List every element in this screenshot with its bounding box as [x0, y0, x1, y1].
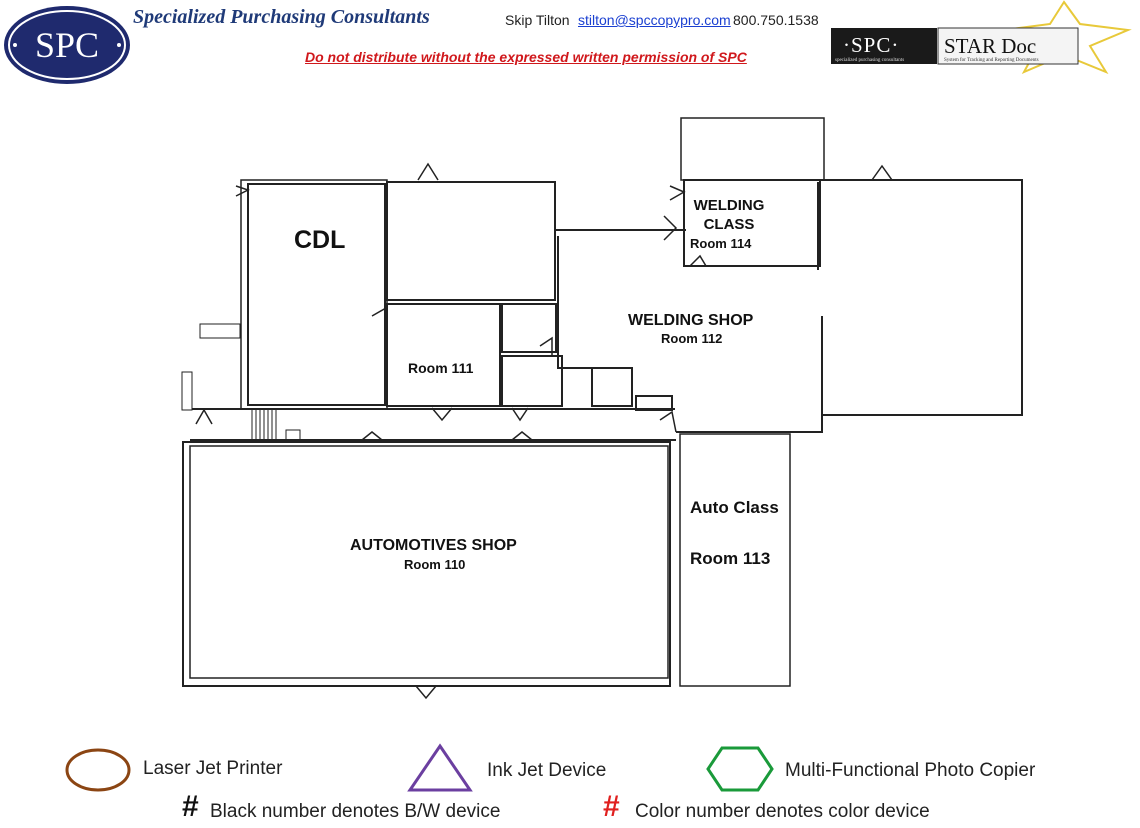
spc-logo: SPC	[4, 6, 130, 84]
contact-phone: 800.750.1538	[733, 12, 819, 28]
wall-cdl	[247, 183, 386, 406]
wall-upper-middle	[386, 181, 556, 301]
wall-small-room-a	[501, 303, 557, 353]
laser-jet-symbol	[65, 748, 131, 792]
black-hash-icon: #	[182, 790, 199, 823]
wall-automotives-shop	[182, 441, 671, 687]
ink-jet-symbol	[407, 743, 473, 792]
wall-automotives-inner	[189, 445, 669, 679]
star-logo-spc: ·SPC·	[843, 33, 900, 57]
legend-ink-jet: Ink Jet Device	[487, 760, 607, 781]
door-marks	[195, 162, 893, 700]
wall-small-room-d	[635, 395, 673, 411]
room-label-welding-class: WELDING CLASS	[693, 197, 765, 233]
red-hash-icon: #	[603, 790, 620, 823]
room-label-cdl: CDL	[294, 226, 346, 254]
wall-side-entry	[199, 323, 241, 339]
svg-text:SPC: SPC	[35, 25, 99, 65]
room-label-auto-class: Auto Class	[690, 498, 779, 517]
wall-small-box	[285, 429, 301, 441]
contact-name: Skip Tilton	[505, 12, 570, 28]
room-number-automotives-shop: Room 110	[404, 557, 466, 572]
header: SPC Specialized Purchasing Consultants S…	[0, 0, 1140, 90]
wall-small-room-c	[591, 367, 633, 407]
distribution-notice: Do not distribute without the expressed …	[305, 49, 747, 65]
wall-top-annex	[680, 117, 825, 181]
wall-room-111	[386, 303, 501, 407]
room-number-auto-class: Room 113	[690, 549, 771, 568]
wall-cdl-outer	[240, 179, 388, 410]
legend-color-note: Color number denotes color device	[635, 801, 930, 822]
legend-mfp: Multi-Functional Photo Copier	[785, 760, 1036, 781]
room-number-welding-shop: Room 112	[661, 331, 723, 346]
wall-side-box	[181, 371, 193, 411]
room-label-room-111: Room 111	[408, 360, 474, 376]
room-label-welding-shop: WELDING SHOP	[628, 312, 754, 329]
room-number-welding-class: Room 114	[690, 236, 752, 251]
legend-bw-note: Black number denotes B/W device	[210, 801, 501, 822]
star-logo-subtitle: System for Tracking and Reporting Docume…	[944, 58, 1039, 63]
star-logo-spc-sub: specialized purchasing consultants	[835, 58, 905, 63]
legend-shapes	[65, 743, 774, 792]
company-name: Specialized Purchasing Consultants	[133, 6, 430, 28]
stairs	[251, 410, 277, 440]
star-doc-logo	[831, 0, 1132, 74]
wall-welding-shop	[676, 179, 1023, 433]
room-label-automotives-shop: AUTOMOTIVES SHOP	[350, 537, 517, 554]
star-logo-title: STAR Doc	[944, 34, 1037, 58]
wall-auto-class	[679, 433, 791, 687]
mfp-symbol	[706, 746, 774, 792]
contact-email-link[interactable]: stilton@spccopypro.com	[578, 12, 731, 28]
wall-connector-lower	[557, 236, 592, 369]
legend-laser-jet: Laser Jet Printer	[143, 758, 283, 779]
wall-small-room-b	[501, 355, 563, 407]
